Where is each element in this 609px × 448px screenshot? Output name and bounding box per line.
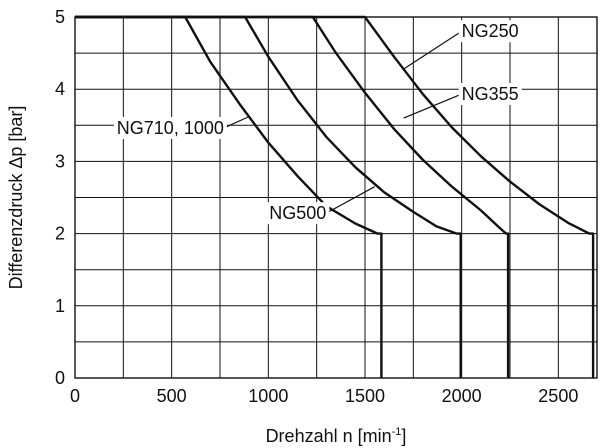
y-tick-label: 1	[55, 296, 65, 316]
label-background-ng355	[458, 83, 522, 106]
label-background-ng500	[266, 202, 330, 225]
series-label-ng355: NG355	[462, 84, 519, 104]
series-line-ng250	[75, 15, 595, 378]
series-line-ng710-1000	[75, 15, 383, 378]
series-annotations: NG250 NG355 NG710, 1000 NG500	[113, 20, 522, 225]
series-label-ng250: NG250	[462, 21, 519, 41]
y-tick-label: 0	[55, 368, 65, 388]
tick-labels: 0 500 1000 1500 2000 2500 0 1 2 3 4 5	[55, 7, 578, 406]
leader-line-ng500	[326, 186, 375, 214]
label-background-ng250	[458, 20, 522, 43]
leader-line-ng710-1000	[223, 116, 250, 129]
grid	[74, 16, 598, 379]
x-tick-label: 1500	[345, 386, 385, 406]
series-lines	[75, 15, 595, 378]
y-tick-label: 3	[55, 151, 65, 171]
series-label-ng500: NG500	[269, 203, 326, 223]
series-line-ng500	[75, 15, 462, 378]
x-axis-label: Drehzahl n [min-1]	[266, 426, 407, 446]
x-tick-label: 1000	[248, 386, 288, 406]
y-tick-label: 2	[55, 224, 65, 244]
leader-line-ng355	[403, 93, 462, 119]
x-tick-label: 0	[70, 386, 80, 406]
y-tick-label: 5	[55, 7, 65, 27]
series-line-ng355	[75, 15, 510, 378]
x-tick-label: 500	[157, 386, 187, 406]
leader-line-ng250	[403, 30, 462, 70]
x-tick-label: 2500	[538, 386, 578, 406]
series-label-ng710-1000: NG710, 1000	[117, 118, 224, 138]
y-axis-label: Differenzdruck Δp [bar]	[6, 106, 26, 290]
x-tick-label: 2000	[442, 386, 482, 406]
y-tick-label: 4	[55, 79, 65, 99]
label-background-ng710-1000	[113, 116, 227, 139]
